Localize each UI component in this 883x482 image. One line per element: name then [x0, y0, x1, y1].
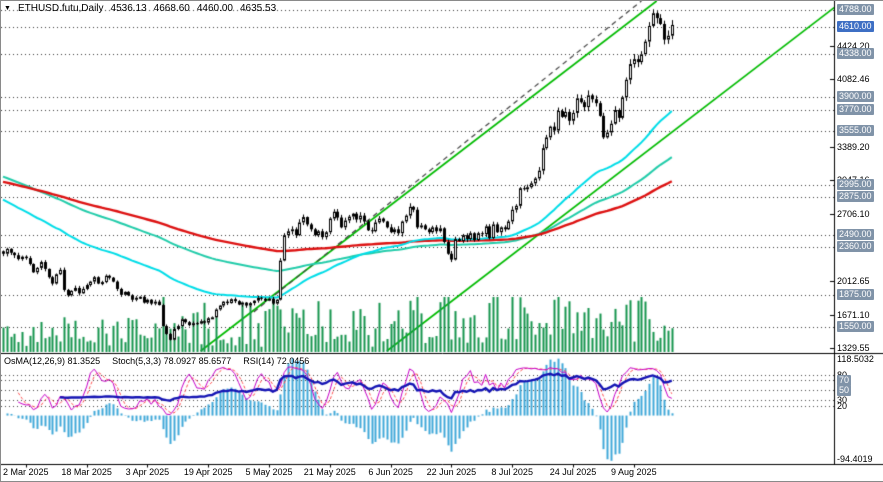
- date-label: 18 Mar 2025: [61, 467, 112, 477]
- date-label: 22 Jun 2025: [426, 467, 477, 477]
- price-level-label[interactable]: 1875.00: [837, 288, 874, 300]
- ohlc-close: 4635.53: [239, 3, 277, 14]
- symbol-info: ▼ ETHUSD.futu,Daily 4536.13 4668.60 4460…: [4, 3, 276, 14]
- price-tick-label: 1329.55: [837, 343, 870, 354]
- indicator-level-label[interactable]: 50: [837, 385, 852, 397]
- osma-indicator-label: OsMA(12,26,9) 81.3525: [4, 356, 101, 366]
- stoch-indicator-label: Stoch(5,3,3) 78.0927 85.6577: [112, 356, 232, 366]
- panel-divider[interactable]: [1, 351, 834, 356]
- date-label: 5 May 2025: [245, 467, 293, 477]
- indicator-tick-label: 30: [837, 395, 848, 406]
- price-tick-label: 3389.20: [837, 141, 870, 152]
- date-label: 19 Apr 2025: [183, 467, 233, 477]
- price-axis: 4424.204082.463389.203047.162706.102012.…: [837, 1, 883, 479]
- price-level-label[interactable]: 3900.00: [837, 90, 874, 102]
- date-label: 24 Jul 2025: [549, 467, 597, 477]
- price-tick-label: 2706.10: [837, 208, 870, 219]
- price-tick-label: 4424.20: [837, 40, 870, 51]
- indicator-tick-label: 118.5032: [837, 354, 874, 364]
- rsi-indicator-label: RSI(14) 72.0456: [243, 356, 310, 366]
- date-label: 6 Jun 2025: [368, 467, 413, 477]
- date-axis: 2 Mar 2025 18 Mar 2025 3 Apr 2025 19 Apr 20…: [1, 467, 883, 481]
- indicator-tick-label: 80: [837, 370, 847, 381]
- price-level-label[interactable]: 2360.00: [837, 241, 874, 253]
- price-tick-label: 4082.46: [837, 73, 870, 84]
- date-label: 2 Mar 2025: [3, 467, 49, 477]
- price-level-label[interactable]: 2490.00: [837, 228, 874, 240]
- date-label: 3 Apr 2025: [125, 467, 170, 477]
- indicator-header: OsMA(12,26,9) 81.3525 Stoch(5,3,3) 78.09…: [4, 356, 309, 366]
- price-level-label[interactable]: 3770.00: [837, 103, 874, 115]
- ohlc-open: 4536.13: [110, 3, 147, 14]
- indicator-level-label[interactable]: 70: [837, 375, 852, 387]
- price-tick-label: 2012.65: [837, 276, 870, 287]
- price-level-label[interactable]: 2995.00: [837, 179, 874, 191]
- price-level-label[interactable]: 1550.00: [837, 320, 874, 332]
- price-level-label[interactable]: 4338.00: [837, 47, 874, 59]
- date-label: 21 May 2025: [303, 467, 356, 477]
- price-level-label[interactable]: 3555.00: [837, 124, 874, 136]
- date-label: 8 Jul 2025: [491, 467, 533, 477]
- ohlc-high: 4668.60: [153, 3, 190, 14]
- price-level-label[interactable]: 2875.00: [837, 191, 874, 203]
- symbol-period-label: ETHUSD.futu,Daily: [17, 3, 104, 14]
- ohlc-low: 4460.00: [196, 3, 233, 14]
- price-tick-label: 1671.10: [837, 309, 870, 320]
- indicator-tick-label: 20: [837, 400, 848, 411]
- indicator-tick-label: -94.4019: [837, 454, 873, 464]
- price-level-label[interactable]: 4610.00: [837, 21, 874, 33]
- chart-marker-icon: ▼: [4, 4, 11, 12]
- date-label: 9 Aug 2025: [611, 467, 657, 477]
- price-level-label[interactable]: 4788.00: [837, 3, 874, 15]
